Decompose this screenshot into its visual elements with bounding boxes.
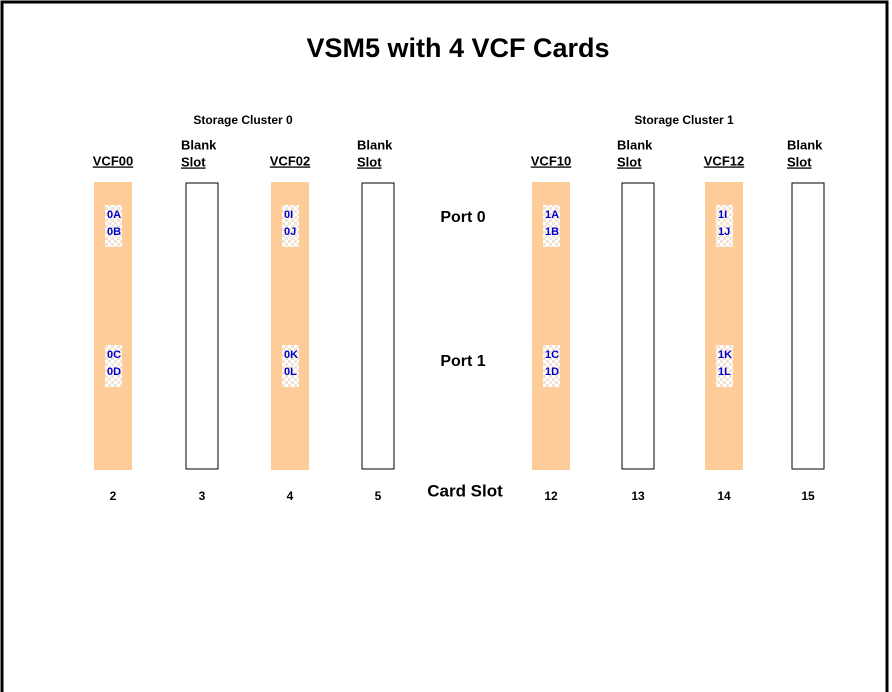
slot-header: Blank [181,137,217,152]
port-id: 1L [718,366,731,378]
blank-slot [361,182,395,470]
blank-slot [185,182,219,470]
slot-header: Blank [357,137,393,152]
slot-number: 2 [110,489,117,503]
port-box [282,205,299,247]
slot-number: 15 [801,489,815,503]
blank-slot [791,182,825,470]
card-name: VCF02 [270,153,310,168]
blank-slot [621,182,655,470]
port-id: 1K [718,349,732,361]
port-id: 0B [107,226,121,238]
title: VSM5 with 4 VCF Cards [306,33,609,63]
port-box [282,345,299,387]
port-id: 0D [107,366,121,378]
slot-number: 4 [287,489,294,503]
slot-header: Slot [357,154,382,169]
port-label: Port 0 [440,209,485,226]
port-box [716,345,733,387]
card-name: VCF00 [93,153,133,168]
port-id: 1I [718,209,727,221]
port-id: 1J [718,226,730,238]
cluster-label: Storage Cluster 1 [634,113,734,127]
slot-header: Blank [787,137,823,152]
port-box [105,205,122,247]
slot-number: 14 [717,489,731,503]
port-box [543,345,560,387]
port-id: 0A [107,209,121,221]
port-box [105,345,122,387]
port-id: 0J [284,226,296,238]
slot-header: Slot [617,154,642,169]
card-name: VCF12 [704,153,744,168]
port-id: 1B [545,226,559,238]
port-id: 1A [545,209,559,221]
slot-number: 5 [375,489,382,503]
port-id: 0K [284,349,298,361]
port-id: 0I [284,209,293,221]
port-id: 1D [545,366,559,378]
port-box [543,205,560,247]
slot-header: Slot [787,154,812,169]
port-id: 0C [107,349,121,361]
port-id: 0L [284,366,297,378]
slot-number: 3 [199,489,206,503]
slot-number: 13 [631,489,645,503]
slot-header: Blank [617,137,653,152]
slot-header: Slot [181,154,206,169]
cluster-label: Storage Cluster 0 [193,113,293,127]
port-box [716,205,733,247]
port-label: Port 1 [440,353,485,370]
card-name: VCF10 [531,153,571,168]
slot-number: 12 [544,489,558,503]
card-slot-label: Card Slot [427,481,503,500]
port-id: 1C [545,349,559,361]
